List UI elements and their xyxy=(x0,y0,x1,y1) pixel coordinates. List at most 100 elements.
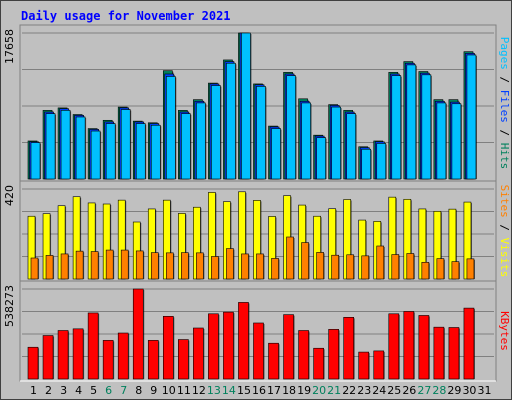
bar-pages-day-30 xyxy=(466,54,477,180)
bar-sites-day-29 xyxy=(451,261,460,280)
x-tick-label: 2 xyxy=(45,384,52,397)
bar-sites-day-2 xyxy=(45,255,54,280)
bar-kbytes-day-22 xyxy=(343,317,355,380)
x-tick-label: 13 xyxy=(207,384,221,397)
x-tick-label: 15 xyxy=(237,384,251,397)
bar-pages-day-4 xyxy=(75,116,86,180)
bar-sites-day-13 xyxy=(211,256,219,280)
x-tick-label: 29 xyxy=(447,384,461,397)
bar-kbytes-day-15 xyxy=(238,302,249,380)
bar-kbytes-day-29 xyxy=(448,327,460,380)
side-label-part: / xyxy=(498,70,511,90)
scale-label-visits: 420 xyxy=(3,185,16,206)
bar-kbytes-day-19 xyxy=(298,330,309,380)
side-label-part: / xyxy=(498,218,511,238)
x-tick-label: 10 xyxy=(162,384,176,397)
bar-kbytes-day-23 xyxy=(358,351,370,380)
bar-pages-day-10 xyxy=(165,76,176,180)
bar-kbytes-day-6 xyxy=(102,340,114,380)
x-tick-label: 6 xyxy=(105,384,112,397)
bar-sites-day-22 xyxy=(346,254,355,280)
bar-kbytes-day-27 xyxy=(418,315,430,380)
bar-kbytes-day-7 xyxy=(117,332,129,380)
bar-pages-day-12 xyxy=(196,102,206,180)
bar-pages-day-29 xyxy=(451,103,462,180)
x-tick-label: 17 xyxy=(267,384,281,397)
x-tick-label: 23 xyxy=(357,384,371,397)
bar-sites-day-12 xyxy=(196,252,204,280)
x-tick-label: 7 xyxy=(120,384,127,397)
bar-kbytes-day-2 xyxy=(42,335,54,380)
bar-sites-day-1 xyxy=(30,257,39,280)
bar-pages-day-27 xyxy=(421,74,432,180)
x-tick-label: 24 xyxy=(372,384,386,397)
bar-kbytes-day-28 xyxy=(433,326,445,380)
bar-sites-day-19 xyxy=(301,242,309,280)
x-tick-label: 20 xyxy=(312,384,326,397)
x-tick-label: 16 xyxy=(252,384,266,397)
bar-kbytes-day-30 xyxy=(463,307,475,380)
x-tick-label: 1 xyxy=(30,384,37,397)
bar-pages-day-21 xyxy=(331,106,341,180)
bar-kbytes-day-18 xyxy=(283,314,294,380)
x-tick-labels: 1 2 3 4 5 6 7 8 9 10 11 12 13 14 15 16 17 18 19 20 21 22 23 24 2… xyxy=(30,384,491,397)
bar-kbytes-day-4 xyxy=(72,328,84,380)
bar-kbytes-day-8 xyxy=(132,288,144,380)
bar-pages-day-23 xyxy=(361,148,372,180)
x-tick-label: 22 xyxy=(342,384,356,397)
bar-kbytes-day-5 xyxy=(87,312,99,380)
scale-labels: 17658 420 538273 xyxy=(3,29,16,327)
bar-sites-day-26 xyxy=(406,253,415,280)
bar-kbytes-day-14 xyxy=(223,311,234,380)
side-label-part: Hits xyxy=(498,143,511,170)
bar-pages-day-7 xyxy=(120,109,131,180)
x-tick-label: 3 xyxy=(60,384,67,397)
bar-sites-day-4 xyxy=(75,250,84,280)
x-tick-label: 4 xyxy=(75,384,82,397)
bar-pages-day-5 xyxy=(90,130,101,180)
side-label-hits: Pages / Files / Hits xyxy=(498,37,511,170)
bar-sites-day-27 xyxy=(421,261,430,280)
bar-kbytes-day-13 xyxy=(208,313,219,380)
bar-pages-day-2 xyxy=(45,113,56,180)
bar-pages-day-15 xyxy=(241,32,251,180)
x-tick-label: 19 xyxy=(297,384,311,397)
bar-sites-day-20 xyxy=(316,252,324,280)
chart-title: Daily usage for November 2021 xyxy=(21,9,231,23)
bar-pages-day-11 xyxy=(181,113,191,180)
bar-sites-day-6 xyxy=(105,249,114,280)
side-label-part: Sites xyxy=(498,185,511,218)
bar-kbytes-day-21 xyxy=(328,329,339,380)
bar-pages-day-16 xyxy=(256,86,266,180)
bar-sites-day-21 xyxy=(331,254,339,280)
bar-kbytes-day-17 xyxy=(268,342,279,380)
bar-kbytes-day-16 xyxy=(253,322,264,380)
bar-sites-day-3 xyxy=(60,253,69,280)
x-tick-label: 31 xyxy=(477,384,491,397)
bar-pages-day-18 xyxy=(286,75,296,180)
bar-pages-day-22 xyxy=(346,113,357,180)
x-tick-label: 26 xyxy=(402,384,416,397)
bar-sites-day-10 xyxy=(165,252,174,280)
bar-sites-day-24 xyxy=(376,245,385,280)
bar-kbytes-day-9 xyxy=(147,340,159,380)
bar-sites-day-16 xyxy=(256,253,264,280)
bar-pages-day-17 xyxy=(271,128,281,180)
x-tick-label: 27 xyxy=(417,384,431,397)
bar-pages-day-24 xyxy=(376,143,387,180)
x-tick-label: 25 xyxy=(387,384,401,397)
side-labels: Pages / Files / Hits Sites / Visits KBytes xyxy=(498,37,511,351)
bar-sites-day-9 xyxy=(150,252,159,280)
bar-pages-day-14 xyxy=(226,62,236,180)
x-tick-label: 11 xyxy=(177,384,191,397)
bar-pages-day-20 xyxy=(316,137,326,180)
bars-layer xyxy=(27,32,477,380)
side-label-part: Visits xyxy=(498,238,511,278)
scale-label-kbytes: 538273 xyxy=(3,285,16,327)
bar-pages-day-26 xyxy=(406,64,417,180)
bar-pages-day-3 xyxy=(60,110,71,180)
bar-kbytes-day-10 xyxy=(162,315,174,380)
bar-sites-day-18 xyxy=(286,236,294,280)
side-label-part: Pages xyxy=(498,37,511,70)
